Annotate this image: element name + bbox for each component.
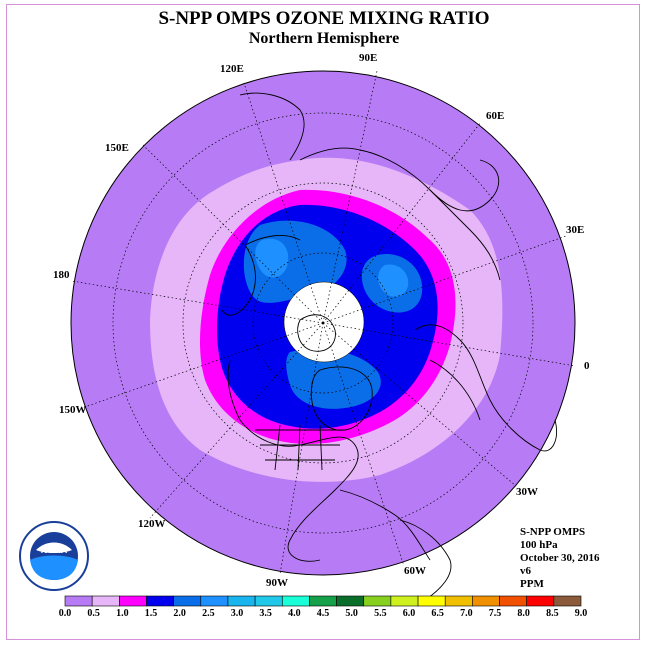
colorbar-tick-label: 5.0: [345, 608, 358, 619]
colorbar-tick-label: 1.0: [116, 608, 129, 619]
lon-label-30w: 30W: [516, 486, 538, 498]
info-version: v6: [520, 565, 531, 577]
colorbar-tick-label: 8.0: [517, 608, 530, 619]
colorbar-swatch: [444, 595, 473, 607]
colorbar-swatch: [200, 595, 229, 607]
colorbar-tick-label: 3.0: [230, 608, 244, 619]
lon-label-150e: 150E: [105, 142, 129, 154]
colorbar-tick-label: 2.5: [202, 608, 215, 619]
info-level: 100 hPa: [520, 539, 558, 551]
colorbar-swatch: [227, 595, 256, 607]
colorbar-swatch: [146, 595, 174, 607]
colorbar-tick-label: 3.5: [259, 608, 272, 619]
colorbar-swatch: [91, 595, 120, 607]
contour-2.5-b: [378, 264, 409, 297]
colorbar-swatch: [281, 595, 310, 607]
coastlines: [221, 92, 557, 601]
colorbar-swatch: [173, 595, 202, 607]
noaa-logo-text: NOAA: [41, 545, 68, 555]
colorbar-tick-label: 6.0: [402, 608, 416, 619]
colorbar-swatch: [309, 595, 337, 607]
colorbar-swatch: [472, 595, 500, 607]
info-date: October 30, 2016: [520, 552, 600, 564]
noaa-logo: NOAA: [19, 521, 89, 591]
colorbar-swatch: [363, 595, 392, 607]
colorbar-swatch: [499, 595, 527, 607]
colorbar-swatch: [417, 595, 446, 607]
map-subtitle: Northern Hemisphere: [248, 30, 400, 47]
colorbar-swatch: [64, 595, 93, 607]
contour-2.0-c: [286, 349, 381, 409]
colorbar-swatch: [390, 595, 419, 607]
colorbar-tick-label: 2.0: [173, 608, 186, 619]
lon-label-60w: 60W: [404, 565, 426, 577]
lon-label-120w: 120W: [138, 518, 166, 530]
colorbar-tick-label: 6.5: [431, 608, 444, 619]
colorbar-tick-label: 9.0: [574, 608, 588, 619]
contour-2.5-a: [255, 238, 289, 278]
colorbar-tick-label: 1.5: [144, 608, 158, 619]
lon-label-90w: 90W: [266, 577, 288, 589]
lon-label-120e: 120E: [220, 63, 244, 75]
colorbar-tick-label: 0.0: [58, 608, 72, 619]
map-title: S-NPP OMPS OZONE MIXING RATIO: [158, 8, 490, 29]
colorbar-swatch: [526, 595, 555, 607]
colorbar-tick-label: 0.5: [87, 608, 100, 619]
meridians: [71, 70, 576, 575]
colorbar-tick-label: 4.5: [316, 608, 330, 619]
colorbar-swatch: [336, 595, 365, 607]
colorbar-swatch: [553, 595, 582, 607]
lon-label-150w: 150W: [59, 404, 87, 416]
colorbar-tick-label: 8.5: [546, 608, 559, 619]
info-instrument: S-NPP OMPS: [520, 526, 586, 538]
colorbar-tick-label: 5.5: [374, 608, 387, 619]
latitude-circles: [112, 112, 534, 534]
colorbar-tick-label: 7.5: [488, 608, 502, 619]
plot-frame: [6, 4, 640, 640]
lon-label-60e: 60E: [486, 110, 505, 122]
lon-label-30e: 30E: [566, 224, 585, 236]
info-units: PPM: [520, 578, 544, 590]
colorbar-tick-label: 4.0: [288, 608, 301, 619]
colorbar-swatch: [119, 595, 147, 607]
colorbar-tick-label: 7.0: [460, 608, 473, 619]
colorbar-swatch: [254, 595, 283, 607]
info-block: S-NPP OMPS 100 hPa October 30, 2016 v6 P…: [520, 526, 600, 591]
lon-label-90e: 90E: [359, 52, 378, 64]
lon-label-180: 180: [53, 269, 70, 281]
lon-label-0: 0: [584, 360, 590, 372]
